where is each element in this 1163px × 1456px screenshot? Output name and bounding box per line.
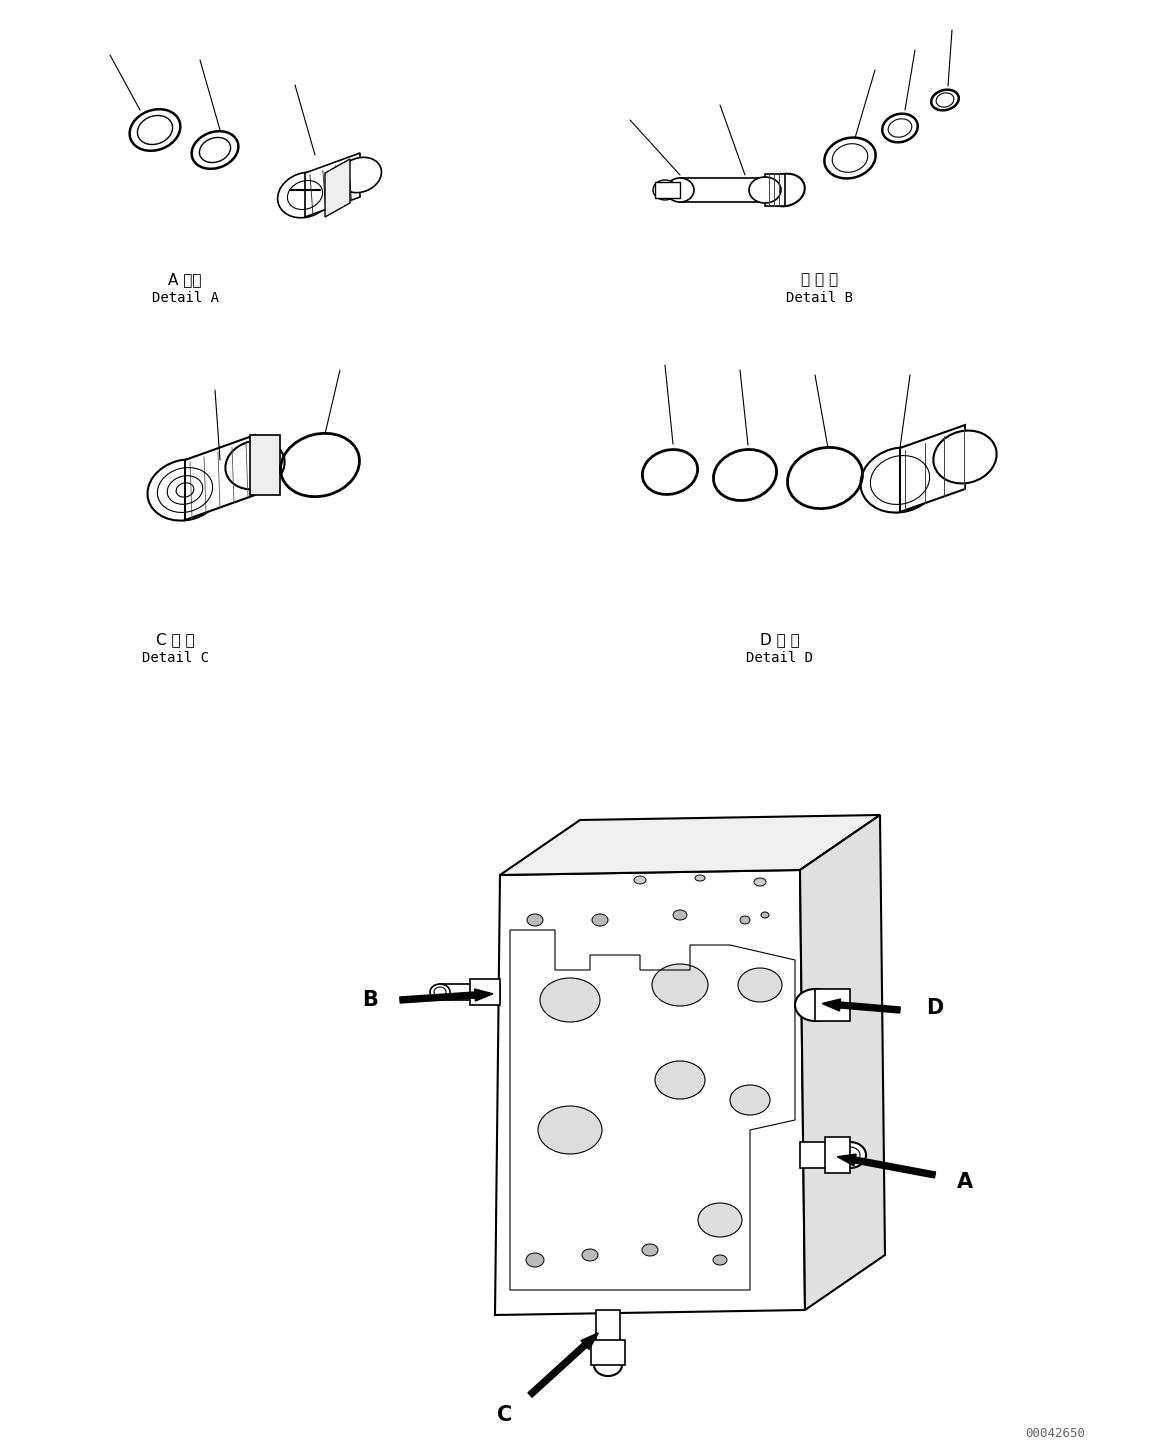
Ellipse shape	[278, 172, 333, 218]
Text: C: C	[498, 1405, 513, 1425]
Polygon shape	[440, 984, 500, 1000]
Ellipse shape	[713, 1255, 727, 1265]
Polygon shape	[815, 989, 850, 1021]
Ellipse shape	[698, 1203, 742, 1238]
Ellipse shape	[430, 984, 450, 1000]
Polygon shape	[800, 815, 885, 1310]
Ellipse shape	[526, 1254, 544, 1267]
Text: Detail A: Detail A	[151, 291, 219, 304]
Ellipse shape	[739, 968, 782, 1002]
Text: B: B	[362, 990, 378, 1010]
Text: A 詳細: A 詳細	[169, 272, 201, 287]
Polygon shape	[500, 815, 880, 875]
Ellipse shape	[673, 910, 687, 920]
Ellipse shape	[594, 1354, 622, 1376]
Ellipse shape	[825, 137, 876, 179]
Ellipse shape	[740, 916, 750, 925]
Ellipse shape	[659, 186, 670, 194]
Text: A: A	[957, 1172, 973, 1192]
Ellipse shape	[730, 1085, 770, 1115]
Ellipse shape	[834, 1142, 866, 1168]
FancyArrow shape	[528, 1332, 598, 1398]
Text: Detail C: Detail C	[142, 651, 208, 665]
Polygon shape	[655, 182, 680, 198]
FancyArrow shape	[822, 999, 900, 1013]
Polygon shape	[185, 435, 255, 520]
Polygon shape	[324, 159, 350, 217]
Polygon shape	[305, 153, 361, 217]
Ellipse shape	[527, 914, 543, 926]
Ellipse shape	[148, 460, 222, 521]
Ellipse shape	[592, 914, 608, 926]
Ellipse shape	[666, 178, 694, 202]
Ellipse shape	[655, 1061, 705, 1099]
Text: Detail D: Detail D	[747, 651, 813, 665]
Polygon shape	[800, 1142, 850, 1168]
Ellipse shape	[226, 441, 285, 489]
Polygon shape	[495, 871, 805, 1315]
Ellipse shape	[754, 878, 766, 887]
Ellipse shape	[761, 911, 769, 917]
Ellipse shape	[338, 157, 381, 192]
Ellipse shape	[582, 1249, 598, 1261]
Ellipse shape	[634, 877, 645, 884]
Ellipse shape	[695, 875, 705, 881]
Polygon shape	[470, 978, 500, 1005]
Text: 日 詳 細: 日 詳 細	[801, 272, 839, 287]
Text: D: D	[927, 997, 943, 1018]
Ellipse shape	[538, 1107, 602, 1155]
Ellipse shape	[652, 181, 677, 199]
Text: D 詳 細: D 詳 細	[761, 632, 800, 648]
Polygon shape	[250, 435, 280, 495]
Polygon shape	[900, 425, 965, 513]
Text: 00042650: 00042650	[1025, 1427, 1085, 1440]
Polygon shape	[680, 178, 765, 202]
Polygon shape	[825, 1137, 850, 1174]
Ellipse shape	[434, 987, 445, 997]
FancyArrow shape	[400, 989, 493, 1003]
Ellipse shape	[749, 178, 782, 202]
Ellipse shape	[765, 173, 805, 207]
Text: Detail B: Detail B	[786, 291, 854, 304]
Ellipse shape	[652, 964, 708, 1006]
FancyArrow shape	[837, 1155, 935, 1178]
Ellipse shape	[795, 989, 835, 1021]
Ellipse shape	[192, 131, 238, 169]
Text: C 詳 細: C 詳 細	[156, 632, 194, 648]
Polygon shape	[765, 175, 785, 205]
Ellipse shape	[540, 978, 600, 1022]
Ellipse shape	[861, 447, 940, 513]
Polygon shape	[591, 1340, 625, 1366]
Polygon shape	[595, 1310, 620, 1366]
Ellipse shape	[934, 431, 997, 483]
Ellipse shape	[642, 1243, 658, 1257]
